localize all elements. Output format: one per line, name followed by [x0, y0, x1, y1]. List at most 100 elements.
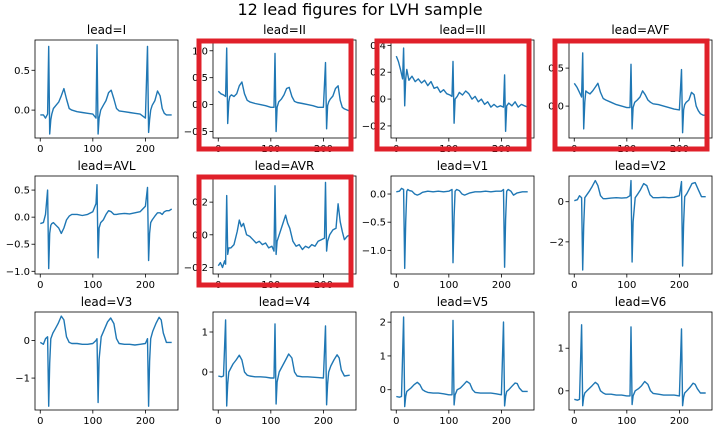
subplot-lead-i: 0 100 200 0.0 0.5 lead=I: [14, 23, 179, 155]
axes-frame: [568, 311, 713, 411]
subplot-lead-v2: 0 100 200 −2 0 lead=V2: [549, 159, 713, 291]
axes-frame: [212, 175, 357, 275]
axes-frame: [34, 311, 179, 411]
highlight-box: [374, 38, 532, 152]
y-tick-label: −0.2: [184, 263, 208, 274]
highlight-box: [196, 38, 354, 152]
highlight-box: [552, 38, 710, 152]
y-tick-label: 0.0: [370, 190, 386, 201]
x-tick-label: 100: [439, 416, 458, 427]
axes-frame: [390, 39, 535, 139]
x-tick-label: 200: [136, 280, 155, 291]
x-tick-label: 100: [83, 280, 102, 291]
x-tick-label: 200: [314, 416, 333, 427]
x-tick-label: 0: [215, 416, 221, 427]
axes-frame: [212, 311, 357, 411]
x-tick-label: 100: [617, 280, 636, 291]
highlight-box: [196, 174, 354, 288]
subplot-title: lead=AVF: [611, 23, 669, 37]
y-tick-label: −0.5: [184, 127, 208, 138]
subplot-lead-v1: 0 100 200 −1.0 −0.5 0.0 lead=V1: [362, 159, 535, 291]
y-tick-label: 1: [380, 351, 386, 362]
x-tick-label: 0: [37, 144, 43, 155]
subplot-title: lead=V3: [81, 295, 133, 309]
x-tick-label: 0: [393, 280, 399, 291]
y-tick-label: −1.0: [362, 246, 386, 257]
axes-frame: [390, 175, 535, 275]
subplot-lead-v6: 0 100 200 0 1 lead=V6: [558, 295, 713, 427]
x-tick-label: 200: [492, 416, 511, 427]
x-tick-label: 200: [492, 280, 511, 291]
x-tick-label: 200: [670, 280, 689, 291]
axes-frame: [212, 39, 357, 139]
ecg-trace: [218, 319, 350, 407]
x-tick-label: 200: [136, 416, 155, 427]
axes-frame: [568, 175, 713, 275]
y-tick-label: 0.5: [14, 66, 30, 77]
ecg-trace: [396, 316, 528, 408]
ecg-trace: [217, 181, 351, 269]
y-tick-label: 0.5: [14, 186, 30, 197]
subplot-lead-v4: 0 100 200 0 1 lead=V4: [202, 295, 357, 427]
axes-frame: [390, 311, 535, 411]
subplot-title: lead=I: [87, 23, 126, 37]
subplot-title: lead=V2: [615, 159, 667, 173]
ecg-trace: [39, 315, 172, 407]
ecg-trace: [574, 324, 706, 407]
ecg-trace: [217, 47, 350, 133]
axes-frame: [34, 175, 179, 275]
y-tick-label: −0.5: [362, 218, 386, 229]
ecg-trace: [395, 47, 528, 132]
x-tick-label: 0: [571, 280, 577, 291]
subplot-title: lead=V4: [259, 295, 311, 309]
subplot-lead-v5: 0 100 200 0 1 2 lead=V5: [380, 295, 535, 427]
y-tick-label: −0.2: [362, 121, 386, 132]
x-tick-label: 200: [136, 144, 155, 155]
y-tick-label: 1: [202, 328, 208, 339]
x-tick-label: 100: [439, 280, 458, 291]
x-tick-label: 0: [37, 280, 43, 291]
y-tick-label: 2: [380, 318, 386, 329]
y-tick-label: −2: [549, 237, 564, 248]
x-tick-label: 0: [571, 416, 577, 427]
y-tick-label: 0: [558, 197, 564, 208]
x-tick-label: 100: [617, 416, 636, 427]
ecg-trace: [396, 187, 528, 270]
y-tick-label: 0: [24, 336, 30, 347]
figure-title: 12 lead figures for LVH sample: [237, 0, 483, 19]
y-tick-label: 0: [558, 386, 564, 397]
ecg-trace: [40, 184, 173, 270]
subplot-lead-v3: 0 100 200 −1 0 lead=V3: [15, 295, 179, 427]
subplot-title: lead=V6: [615, 295, 667, 309]
subplot-title: lead=III: [439, 23, 485, 37]
x-tick-label: 0: [393, 416, 399, 427]
x-tick-label: 100: [83, 144, 102, 155]
y-tick-label: −0.5: [6, 240, 30, 251]
subplot-title: lead=II: [263, 23, 306, 37]
ecg-trace: [40, 44, 172, 135]
x-tick-label: 200: [670, 416, 689, 427]
ecg-trace: [573, 52, 706, 134]
axes-frame: [34, 39, 179, 139]
y-tick-label: 0.0: [14, 106, 30, 117]
x-tick-label: 0: [37, 416, 43, 427]
y-tick-label: −1: [15, 374, 30, 385]
y-tick-label: −1.0: [6, 267, 30, 278]
x-tick-label: 100: [83, 416, 102, 427]
x-tick-label: 100: [261, 416, 280, 427]
subplot-title: lead=V5: [437, 295, 489, 309]
axes-frame: [568, 39, 713, 139]
y-tick-label: 1: [558, 344, 564, 355]
y-tick-label: 0: [202, 368, 208, 379]
y-tick-label: 0.0: [14, 213, 30, 224]
subplot-lead-avl: 0 100 200 −1.0 −0.5 0.0 0.5 lead=AVL: [6, 159, 179, 291]
subplot-title: lead=AVL: [77, 159, 135, 173]
y-tick-label: 0: [380, 385, 386, 396]
subplot-title: lead=V1: [437, 159, 489, 173]
subplot-title: lead=AVR: [255, 159, 315, 173]
